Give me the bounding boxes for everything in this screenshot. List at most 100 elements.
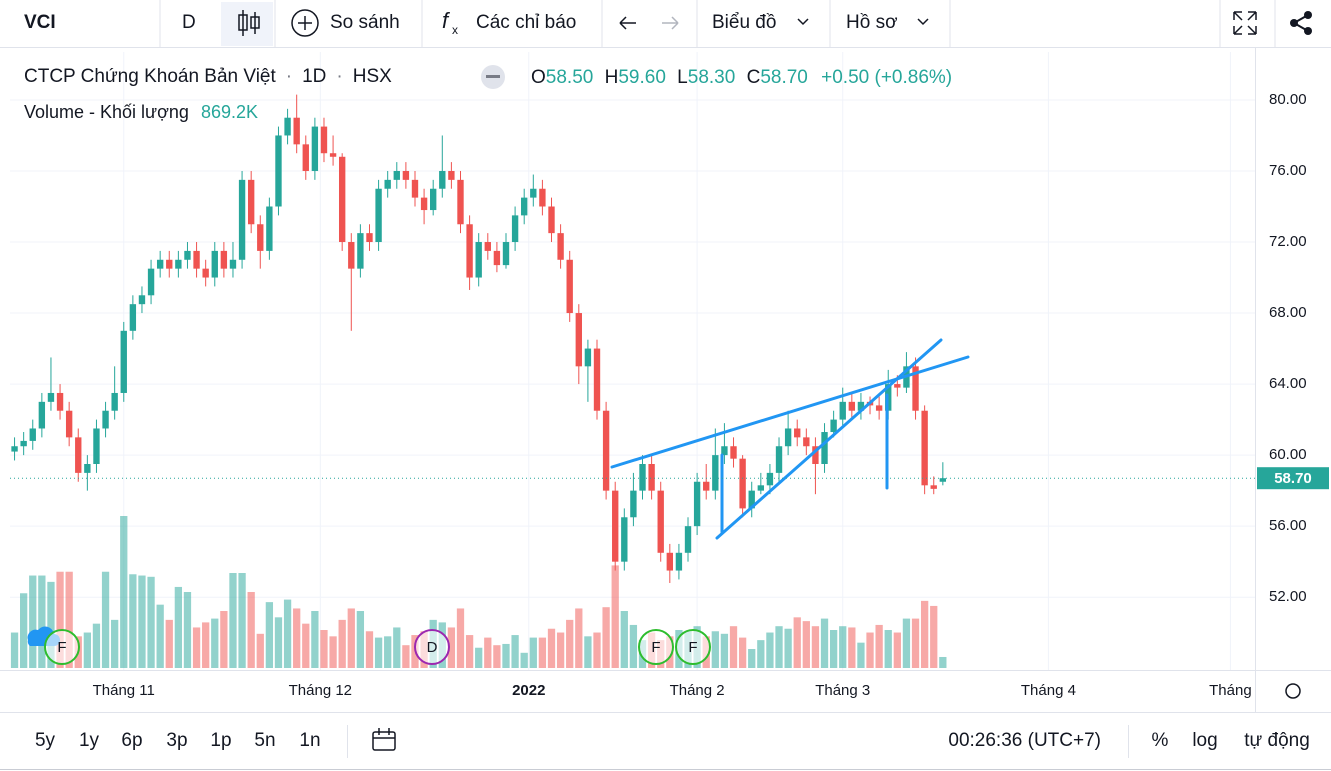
y-tick-label: 64.00: [1269, 375, 1307, 392]
clock: 00:26:36 (UTC+7): [948, 730, 1101, 751]
candle-body: [548, 206, 555, 234]
candle-body: [238, 179, 246, 260]
symbol[interactable]: VCI: [24, 12, 56, 33]
candle-body: [621, 517, 628, 562]
candle-body: [830, 419, 837, 433]
volume-bar: [202, 622, 210, 668]
marker[interactable]: [638, 629, 674, 665]
indicators-button[interactable]: f x Các chỉ báo: [442, 8, 576, 37]
fullscreen[interactable]: [1233, 11, 1257, 35]
range-button[interactable]: 3p: [166, 730, 187, 751]
volume-bar: [147, 576, 155, 668]
chevron: [797, 18, 809, 26]
range-button[interactable]: 5y: [35, 730, 56, 751]
bottom-bar: 5y 1y 6p 3p 1p 5n 1n 00:26:36 (UTC+7) % log tự…: [35, 725, 1310, 758]
legend-exchange: HSX: [353, 66, 392, 87]
candle-body: [147, 268, 155, 296]
marker[interactable]: [675, 629, 711, 665]
interval-button[interactable]: D: [182, 12, 196, 33]
candle-body: [839, 401, 846, 420]
volume-bar: [857, 642, 865, 668]
calendar-icon[interactable]: [372, 728, 396, 751]
range-button[interactable]: 6p: [121, 730, 142, 751]
volume-bar: [511, 635, 519, 668]
volume-bar: [738, 637, 747, 668]
y-tick-label: 76.00: [1269, 162, 1307, 179]
range-button[interactable]: 5n: [254, 730, 275, 751]
volume-bar: [29, 575, 37, 668]
marker-label[interactable]: F: [57, 639, 66, 656]
range-button[interactable]: 1y: [79, 730, 100, 751]
candle-body: [102, 410, 109, 429]
volume-bar: [593, 632, 601, 668]
undo[interactable]: [619, 16, 636, 30]
volume-bar: [884, 630, 892, 668]
candle-body: [657, 490, 664, 553]
settings-icon[interactable]: [1285, 683, 1301, 699]
candle-icon[interactable]: [238, 10, 260, 36]
marker-label[interactable]: F: [651, 639, 660, 656]
volume-bar: [939, 656, 947, 668]
volume-bar: [374, 637, 383, 668]
indicators-label[interactable]: Các chỉ báo: [476, 12, 576, 33]
profile-button[interactable]: Hồ sơ: [846, 12, 898, 33]
candle-body: [375, 188, 382, 243]
candle-body: [803, 437, 810, 447]
volume-bar: [766, 632, 774, 668]
volume-bar: [911, 618, 920, 668]
percent-toggle[interactable]: %: [1152, 730, 1169, 751]
chart-type-button[interactable]: Biểu đồ: [712, 12, 776, 33]
auto-toggle[interactable]: tự động: [1244, 730, 1310, 751]
separators: [159, 0, 1276, 47]
c-value: 58.70: [760, 67, 808, 88]
candle-body: [721, 446, 728, 456]
volume-bar: [575, 608, 583, 668]
range-buttons: 5y 1y 6p 3p 1p 5n 1n: [35, 730, 321, 751]
candle-body: [329, 153, 337, 157]
status-icon: [486, 75, 500, 78]
marker-label[interactable]: D: [427, 639, 438, 656]
event-markers: F D F F: [27, 626, 711, 665]
redo[interactable]: [662, 16, 679, 30]
candle-body: [693, 481, 701, 527]
candle-body: [484, 242, 491, 251]
candle-body: [557, 233, 564, 260]
candle-body: [639, 464, 646, 491]
range-button[interactable]: 1p: [210, 730, 231, 751]
legend-title: CTCP Chứng Khoán Bản Việt · 1D · HSX: [24, 66, 392, 87]
candle-body: [384, 179, 391, 189]
marker-label[interactable]: F: [688, 639, 697, 656]
candle-body: [875, 405, 883, 411]
dot: ·: [286, 66, 292, 87]
marker[interactable]: [44, 629, 80, 665]
volume-bar: [465, 635, 474, 668]
candle-body: [193, 250, 200, 269]
range-button[interactable]: 1n: [299, 730, 320, 751]
candle-body: [247, 179, 255, 225]
x-tick-label: Tháng 4: [1021, 682, 1076, 699]
share[interactable]: [1290, 11, 1312, 35]
candle-body: [111, 392, 118, 411]
legend-interval: 1D: [302, 66, 326, 87]
volume-bar: [802, 621, 810, 668]
volume-bar: [902, 618, 911, 668]
volume-bar: [92, 623, 101, 668]
volume-bar: [20, 593, 28, 668]
y-tick-label: 52.00: [1269, 588, 1307, 605]
candle-body: [648, 464, 655, 491]
volume-bar: [720, 633, 729, 668]
volume-layer: [10, 516, 947, 668]
log-toggle[interactable]: log: [1192, 730, 1217, 751]
marker[interactable]: [414, 629, 450, 665]
compare-button[interactable]: So sánh: [291, 9, 400, 37]
volume-bar: [174, 586, 183, 668]
candle-body: [812, 446, 819, 464]
o-value: 58.50: [546, 67, 594, 88]
volume-bar: [192, 627, 201, 668]
volume-bar: [220, 611, 228, 668]
volume-bar: [784, 628, 792, 668]
candle-body: [166, 259, 173, 269]
candle-body: [448, 170, 455, 180]
compare-label[interactable]: So sánh: [330, 12, 400, 33]
